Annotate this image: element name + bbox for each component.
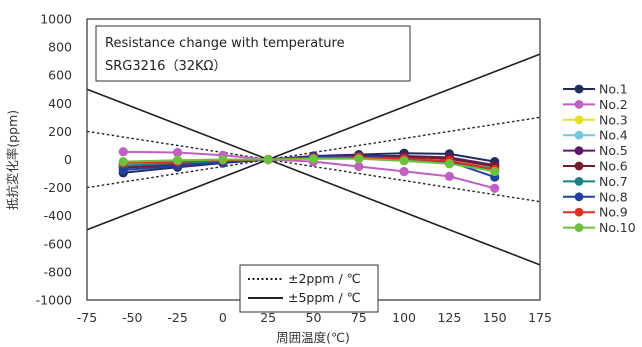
ref-line-5ppm — [87, 53, 540, 231]
x-tick-label: -50 — [122, 310, 142, 325]
legend-swatch-marker — [574, 177, 584, 186]
legend-label: No.1 — [599, 82, 628, 97]
data-point — [263, 154, 273, 165]
legend-label: No.6 — [599, 159, 628, 174]
data-point — [118, 147, 128, 157]
data-point — [218, 154, 228, 165]
x-tick-label: 125 — [437, 310, 461, 325]
legend-swatch-marker — [574, 223, 584, 233]
data-point — [444, 171, 454, 181]
legend-swatch-marker — [574, 115, 584, 125]
ref-line-2ppm — [87, 130, 540, 203]
annotation-subtitle: SRG3216（32KΩ） — [105, 59, 226, 74]
annotation-title: Resistance change with temperature — [105, 36, 345, 51]
y-axis-title: 抵抗変化率(ppm) — [5, 110, 20, 210]
legend-swatch-marker — [574, 100, 584, 109]
ref-lines-layer — [87, 53, 540, 266]
y-tick-label: -800 — [44, 264, 72, 279]
y-tick-label: 1000 — [40, 12, 72, 27]
legend-label: No.4 — [599, 128, 628, 143]
data-point — [399, 166, 409, 177]
y-tick-label: 800 — [48, 40, 72, 55]
annotation-box-frame — [95, 25, 411, 82]
series-layer — [118, 147, 500, 193]
data-point — [399, 156, 409, 166]
x-tick-label: -25 — [167, 310, 187, 325]
legend-label: No.2 — [599, 97, 628, 112]
x-axis-title: 周囲温度(℃) — [276, 330, 350, 345]
y-tick-label: 400 — [48, 96, 72, 111]
legend-label: No.8 — [599, 189, 628, 204]
reference-key: ±2ppm / ℃ ±5ppm / ℃ — [239, 264, 379, 313]
data-point — [308, 154, 319, 164]
legend-swatch-marker — [574, 146, 584, 156]
y-tick-label: 200 — [48, 124, 72, 139]
y-tick-label: 0 — [64, 152, 72, 167]
x-tick-label: 175 — [528, 310, 552, 325]
y-tick-label: 600 — [48, 68, 72, 83]
data-point — [490, 183, 500, 193]
x-tick-label: 100 — [392, 310, 416, 325]
legend-label: No.7 — [599, 174, 628, 189]
legend-label: No.3 — [599, 112, 628, 127]
legend-swatch-marker — [574, 207, 584, 217]
ref-line-2ppm — [87, 116, 540, 189]
x-tick-label: 75 — [351, 310, 367, 325]
data-point — [444, 159, 454, 169]
data-point — [118, 157, 128, 167]
x-tick-labels: -75 -50 -25 0 25 50 75 100 125 150 175 — [77, 310, 552, 325]
x-tick-label: 25 — [260, 310, 276, 325]
ref-key-dotted-label: ±2ppm / ℃ — [288, 271, 361, 286]
x-tick-label: -75 — [77, 310, 97, 325]
ref-line-5ppm — [87, 88, 540, 266]
data-point — [118, 165, 128, 175]
data-point — [173, 155, 183, 165]
x-tick-label: 0 — [219, 310, 227, 325]
legend-label: No.5 — [599, 143, 628, 158]
y-tick-label: -200 — [44, 180, 72, 195]
legend-swatch-marker — [574, 161, 584, 171]
y-tick-label: -600 — [44, 236, 72, 251]
reference-key-frame — [239, 264, 379, 313]
y-tick-label: -400 — [44, 208, 72, 223]
annotation-box: Resistance change with temperature SRG32… — [95, 25, 411, 82]
data-point — [490, 166, 500, 177]
x-tick-label: 50 — [306, 310, 322, 325]
ref-key-solid-label: ±5ppm / ℃ — [288, 290, 361, 305]
legend-label: No.9 — [599, 205, 628, 220]
legend: No.1No.2No.3No.4No.5No.6No.7No.8No.9No.1… — [563, 82, 636, 235]
legend-label: No.10 — [599, 220, 636, 235]
y-tick-label: -1000 — [36, 293, 72, 308]
y-tick-labels: 1000 800 600 400 200 0 -200 -400 -600 -800 -1000 — [36, 12, 72, 308]
data-point — [173, 147, 183, 158]
legend-swatch-marker — [574, 192, 584, 202]
legend-swatch-marker — [574, 84, 584, 94]
data-point — [354, 154, 364, 164]
x-tick-label: 150 — [483, 310, 507, 325]
legend-swatch-marker — [574, 130, 584, 140]
data-point — [354, 161, 364, 172]
